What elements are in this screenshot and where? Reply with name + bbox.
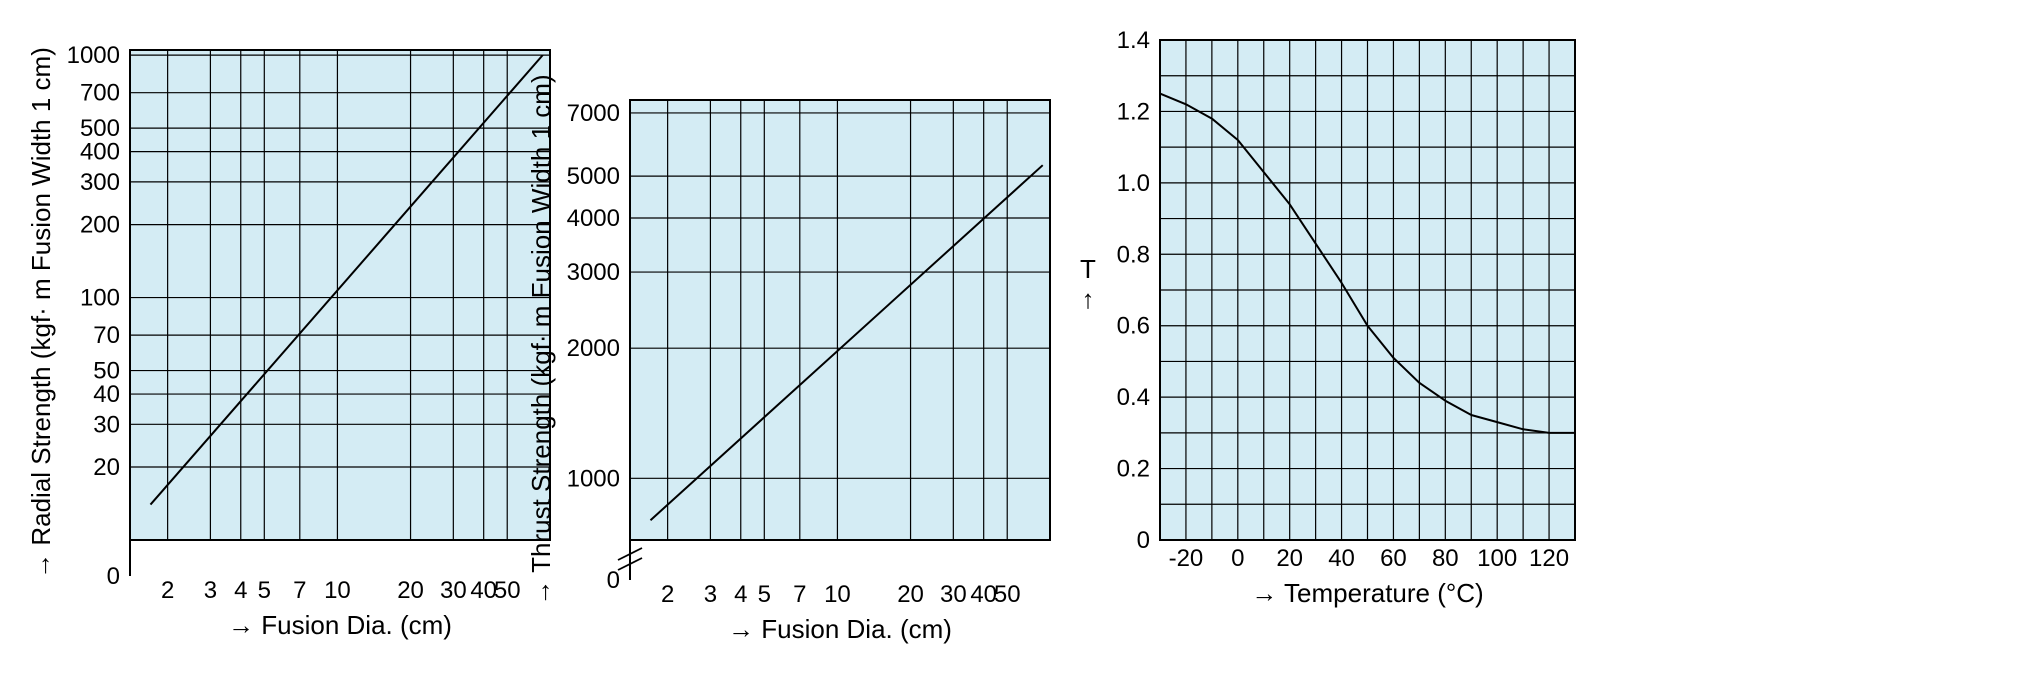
x-tick-label: 3: [204, 577, 217, 604]
x-axis-label: → Fusion Dia. (cm): [728, 614, 952, 644]
y-tick-label: 700: [80, 80, 120, 107]
y-tick-label: 100: [80, 285, 120, 312]
x-tick-label: 20: [897, 581, 924, 608]
x-axis-label: → Fusion Dia. (cm): [228, 610, 452, 640]
x-tick-label: 0: [1231, 545, 1244, 572]
y-tick-label: 0: [1137, 527, 1150, 554]
y-tick-label: 0.2: [1117, 456, 1150, 483]
y-tick-label: 70: [93, 322, 120, 349]
y-tick-label: 3000: [567, 259, 620, 286]
x-tick-label: 10: [824, 581, 851, 608]
y-axis-label: → Thrust Strength (kgf· m Fusion Width 1…: [526, 74, 556, 605]
y-tick-label: 500: [80, 115, 120, 142]
y-tick-label: 5000: [567, 163, 620, 190]
chart-temperature-factor: -20 0 20 40 60 80 100 120 0 0.2 0.4 0.6 0.8 1.0 1.2 1.4…: [1035, 0, 1615, 680]
y-tick-label: 7000: [567, 100, 620, 127]
chart-thrust-strength: 2345710203040501000200030004000500070000…: [500, 0, 1100, 680]
x-tick-label: 2: [661, 581, 674, 608]
x-tick-label: 5: [258, 577, 271, 604]
y-tick-label: 0.4: [1117, 384, 1150, 411]
y-tick-label: 200: [80, 212, 120, 239]
x-tick-label: 80: [1432, 545, 1459, 572]
x-tick-label: 3: [704, 581, 717, 608]
y-tick-label: 1000: [67, 42, 120, 69]
y-axis-label: → Radial Strength (kgf· m Fusion Width 1…: [26, 47, 56, 579]
y-tick-label: 0.8: [1117, 241, 1150, 268]
y-tick-label: 40: [93, 381, 120, 408]
y-tick-label: 2000: [567, 335, 620, 362]
y-tick-label: 1.2: [1117, 98, 1150, 125]
x-tick-label: 30: [940, 581, 967, 608]
x-tick-label: 4: [734, 581, 747, 608]
x-tick-label: 7: [793, 581, 806, 608]
y-axis-arrow-icon: ↑: [1082, 284, 1095, 314]
y-tick-label: 4000: [567, 205, 620, 232]
y-axis-label-T: T: [1080, 254, 1096, 284]
x-tick-label: 2: [161, 577, 174, 604]
x-tick-label: -20: [1169, 545, 1204, 572]
y-tick-label: 30: [93, 411, 120, 438]
x-tick-label: 7: [293, 577, 306, 604]
y-tick-label: 50: [93, 358, 120, 385]
x-axis-label: → Temperature (°C): [1251, 578, 1483, 608]
x-tick-label: 50: [994, 581, 1021, 608]
y-tick-label: 0.6: [1117, 313, 1150, 340]
x-tick-label: 5: [758, 581, 771, 608]
x-tick-label: 20: [1276, 545, 1303, 572]
x-tick-label: 20: [397, 577, 424, 604]
x-tick-label: 40: [1328, 545, 1355, 572]
x-tick-label: 30: [440, 577, 467, 604]
y-tick-label: 1000: [567, 465, 620, 492]
x-tick-label: 10: [324, 577, 351, 604]
x-tick-label: 60: [1380, 545, 1407, 572]
x-tick-label: 120: [1529, 545, 1569, 572]
page-root: 2345710203040502030405070100200300400500…: [0, 0, 2025, 700]
x-tick-label: 100: [1477, 545, 1517, 572]
x-tick-label: 4: [234, 577, 247, 604]
y-tick-label: 400: [80, 139, 120, 166]
y-tick-label: 300: [80, 169, 120, 196]
y-tick-label: 1.0: [1117, 170, 1150, 197]
y-tick-label: 20: [93, 454, 120, 481]
y-tick-label: 1.4: [1117, 27, 1150, 54]
y-tick-label-zero: 0: [607, 567, 620, 594]
y-tick-label-zero: 0: [107, 563, 120, 590]
